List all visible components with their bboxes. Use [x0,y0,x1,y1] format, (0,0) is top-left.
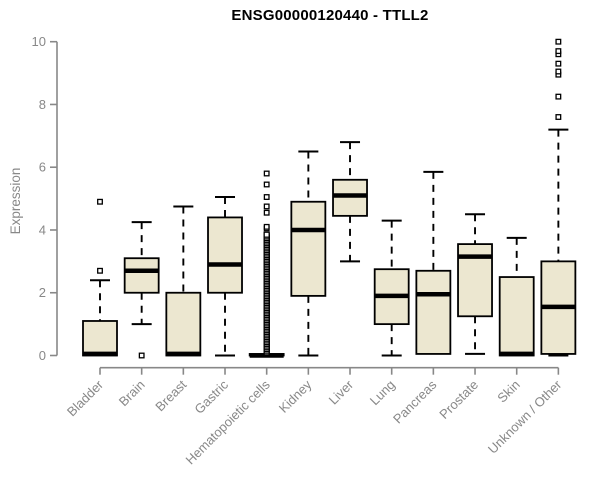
outlier-unknown-other [555,48,562,55]
outlier-unknown-other [555,114,562,120]
y-tick-label: 8 [39,97,46,112]
outlier-hematopoietic-cells [263,181,270,188]
box-brain [123,257,160,294]
x-category-label: Lung [367,377,398,408]
outlier-brain [138,352,145,359]
y-tick-label: 4 [39,222,46,237]
x-category-label: Liver [326,377,357,408]
outlier-hematopoietic-cells [263,194,270,200]
x-category-label: Brain [116,377,148,409]
y-tick-label: 2 [39,285,46,300]
outlier-bladder [97,267,103,274]
outlier-unknown-other [555,38,562,45]
outlier-unknown-other [555,68,562,75]
box-bladder [82,320,118,357]
x-category-label: Bladder [64,377,107,420]
outlier-column-point-hematopoietic-cells [263,231,270,238]
box-breast [165,291,202,357]
outlier-bladder [97,198,103,205]
box-gastric [207,216,243,294]
box-pancreas [415,269,452,355]
x-category-label: Kidney [276,377,315,416]
box-liver [332,178,368,217]
outlier-unknown-other [555,93,562,100]
chart-title: ENSG00000120440 - TTLL2 [231,7,429,24]
x-category-label: Pancreas [390,377,440,427]
x-category-label: Skin [494,377,522,405]
box-skin [498,276,535,357]
x-category-label: Breast [152,377,189,414]
x-category-label: Prostate [436,377,481,422]
box-kidney [290,200,327,297]
outlier-hematopoietic-cells [263,209,270,216]
y-tick-label: 0 [39,348,46,363]
x-category-label: Unknown / Other [485,377,565,457]
y-tick-label: 6 [39,160,46,175]
y-tick-label: 10 [32,34,46,49]
outlier-hematopoietic-cells [263,170,270,177]
outlier-hematopoietic-cells [263,223,270,230]
outlier-unknown-other [555,60,562,67]
outlier-hematopoietic-cells [263,203,270,210]
x-category-label: Gastric [191,377,231,417]
